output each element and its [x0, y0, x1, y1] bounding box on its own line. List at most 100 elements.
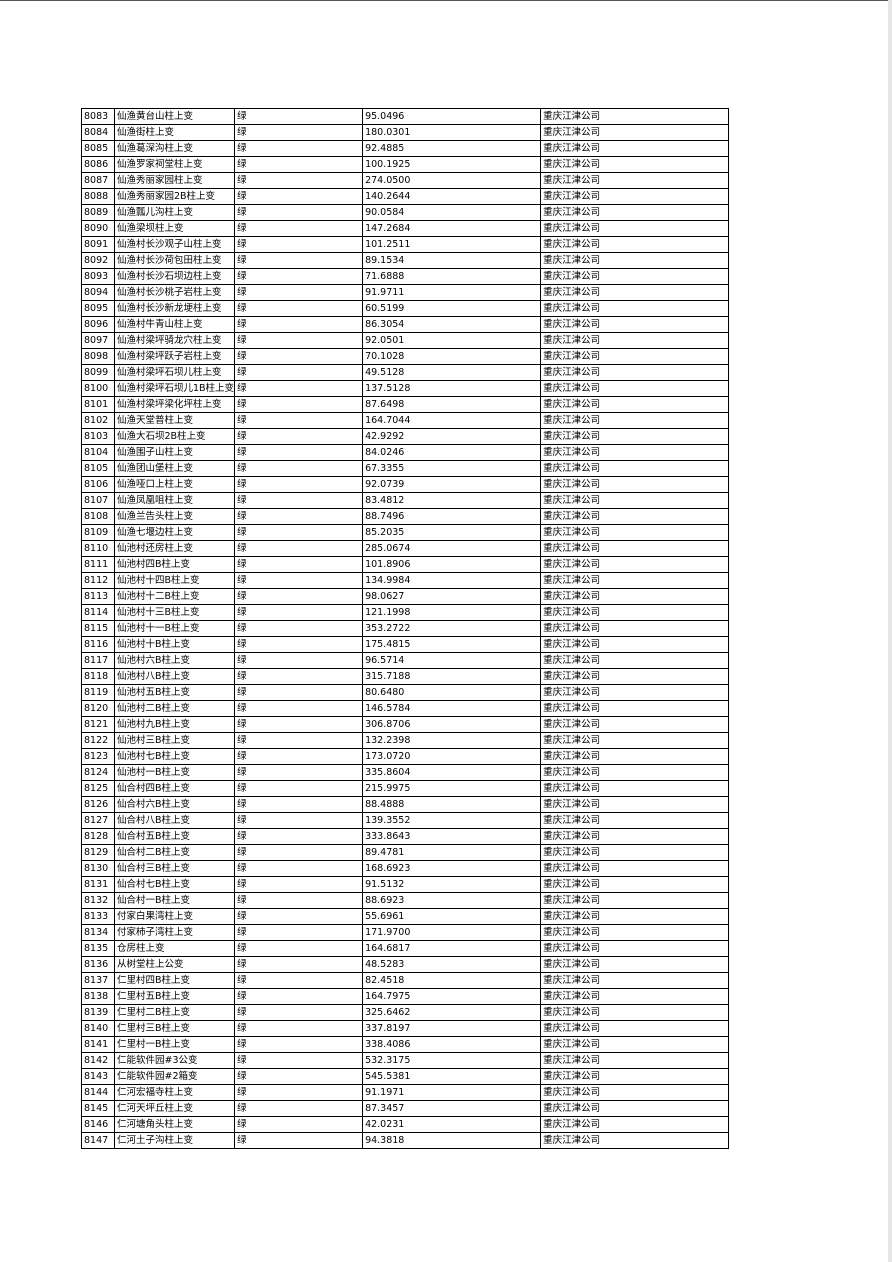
table-row: 8113 仙池村十二B柱上变绿 98.0627 重庆江津公司: [81, 588, 730, 605]
cell-company: 重庆江津公司: [540, 988, 730, 1005]
cell-value: 48.5283: [362, 956, 542, 973]
cell-value: 175.4815: [362, 636, 542, 653]
cell-company: 重庆江津公司: [540, 1004, 730, 1021]
table-row: 8090 仙渔梁坝柱上变绿 147.2684 重庆江津公司: [81, 220, 730, 237]
table-row: 8134 付家柿子湾柱上变绿 171.9700 重庆江津公司: [81, 924, 730, 941]
table-row: 8096 仙渔村牛青山柱上变绿 86.3054 重庆江津公司: [81, 316, 730, 333]
cell-name: 仙池村九B柱上变: [113, 716, 236, 733]
cell-name: 仙渔天堂普柱上变: [113, 412, 236, 429]
cell-company: 重庆江津公司: [540, 508, 730, 525]
cell-company: 重庆江津公司: [540, 412, 730, 429]
cell-status: 绿: [234, 204, 364, 221]
cell-status: 绿: [234, 316, 364, 333]
cell-value: 60.5199: [362, 300, 542, 317]
cell-value: 88.6923: [362, 892, 542, 909]
cell-company: 重庆江津公司: [540, 1132, 730, 1149]
cell-value: 89.1534: [362, 252, 542, 269]
cell-status: 绿: [234, 460, 364, 477]
cell-id: 8112: [81, 572, 115, 589]
cell-id: 8134: [81, 924, 115, 941]
table-row: 8128 仙合村五B柱上变绿 333.8643 重庆江津公司: [81, 828, 730, 845]
cell-id: 8147: [81, 1132, 115, 1149]
table-row: 8146 仁河塘角头柱上变绿 42.0231 重庆江津公司: [81, 1116, 730, 1133]
table-row: 8120 仙池村二B柱上变绿 146.5784 重庆江津公司: [81, 700, 730, 717]
table-row: 8094 仙渔村长沙桃子岩柱上变绿 91.9711 重庆江津公司: [81, 284, 730, 301]
cell-value: 335.8604: [362, 764, 542, 781]
table-row: 8142 仁能软件园#3公变绿 532.3175 重庆江津公司: [81, 1052, 730, 1069]
cell-value: 92.0739: [362, 476, 542, 493]
cell-value: 90.0584: [362, 204, 542, 221]
cell-company: 重庆江津公司: [540, 636, 730, 653]
cell-company: 重庆江津公司: [540, 796, 730, 813]
cell-status: 绿: [234, 492, 364, 509]
cell-company: 重庆江津公司: [540, 332, 730, 349]
table-row: 8093 仙渔村长沙石坝边柱上变绿 71.6888 重庆江津公司: [81, 268, 730, 285]
cell-id: 8083: [81, 108, 115, 125]
cell-value: 164.7975: [362, 988, 542, 1005]
cell-value: 42.0231: [362, 1116, 542, 1133]
table-row: 8091 仙渔村长沙观子山柱上变绿 101.2511 重庆江津公司: [81, 236, 730, 253]
cell-name: 仙池村二B柱上变: [113, 700, 236, 717]
cell-value: 134.9984: [362, 572, 542, 589]
table-row: 8112 仙池村十四B柱上变绿 134.9984 重庆江津公司: [81, 572, 730, 589]
cell-id: 8145: [81, 1100, 115, 1117]
cell-status: 绿: [234, 876, 364, 893]
cell-company: 重庆江津公司: [540, 156, 730, 173]
cell-value: 337.8197: [362, 1020, 542, 1037]
cell-company: 重庆江津公司: [540, 284, 730, 301]
table-row: 8135 仓房柱上变绿 164.6817 重庆江津公司: [81, 940, 730, 957]
cell-value: 353.2722: [362, 620, 542, 637]
cell-status: 绿: [234, 172, 364, 189]
cell-company: 重庆江津公司: [540, 860, 730, 877]
cell-company: 重庆江津公司: [540, 620, 730, 637]
cell-status: 绿: [234, 220, 364, 237]
table-row: 8132 仙合村一B柱上变绿 88.6923 重庆江津公司: [81, 892, 730, 909]
cell-name: 仙池村还房柱上变: [113, 540, 236, 557]
cell-value: 87.6498: [362, 396, 542, 413]
cell-id: 8129: [81, 844, 115, 861]
cell-status: 绿: [234, 636, 364, 653]
cell-value: 98.0627: [362, 588, 542, 605]
cell-id: 8133: [81, 908, 115, 925]
cell-id: 8117: [81, 652, 115, 669]
cell-value: 100.1925: [362, 156, 542, 173]
cell-status: 绿: [234, 764, 364, 781]
cell-status: 绿: [234, 140, 364, 157]
cell-status: 绿: [234, 524, 364, 541]
table-row: 8110 仙池村还房柱上变绿 285.0674 重庆江津公司: [81, 540, 730, 557]
cell-value: 84.0246: [362, 444, 542, 461]
cell-name: 仙池村十B柱上变: [113, 636, 236, 653]
cell-name: 仁河天坪丘柱上变: [113, 1100, 236, 1117]
cell-id: 8126: [81, 796, 115, 813]
cell-id: 8110: [81, 540, 115, 557]
cell-id: 8103: [81, 428, 115, 445]
cell-company: 重庆江津公司: [540, 876, 730, 893]
cell-status: 绿: [234, 828, 364, 845]
table-row: 8085 仙渔葛深沟柱上变绿 92.4885 重庆江津公司: [81, 140, 730, 157]
table-row: 8127 仙合村八B柱上变绿 139.3552 重庆江津公司: [81, 812, 730, 829]
cell-id: 8127: [81, 812, 115, 829]
cell-value: 147.2684: [362, 220, 542, 237]
cell-company: 重庆江津公司: [540, 924, 730, 941]
cell-id: 8114: [81, 604, 115, 621]
cell-name: 仙渔村梁坪跃子岩柱上变: [113, 348, 236, 365]
table-row: 8137 仁里村四B柱上变绿 82.4518 重庆江津公司: [81, 972, 730, 989]
cell-name: 仙渔大石坝2B柱上变: [113, 428, 236, 445]
cell-status: 绿: [234, 1084, 364, 1101]
cell-value: 140.2644: [362, 188, 542, 205]
cell-id: 8131: [81, 876, 115, 893]
cell-id: 8090: [81, 220, 115, 237]
cell-value: 306.8706: [362, 716, 542, 733]
table-row: 8138 仁里村五B柱上变绿 164.7975 重庆江津公司: [81, 988, 730, 1005]
cell-name: 仙合村七B柱上变: [113, 876, 236, 893]
cell-name: 仁河塘角头柱上变: [113, 1116, 236, 1133]
table-row: 8109 仙渔七堰边柱上变绿 85.2035 重庆江津公司: [81, 524, 730, 541]
cell-status: 绿: [234, 780, 364, 797]
cell-value: 333.8643: [362, 828, 542, 845]
cell-id: 8087: [81, 172, 115, 189]
table-row: 8087 仙渔秀丽家园柱上变绿 274.0500 重庆江津公司: [81, 172, 730, 189]
table-row: 8119 仙池村五B柱上变绿 80.6480 重庆江津公司: [81, 684, 730, 701]
cell-name: 仙合村五B柱上变: [113, 828, 236, 845]
cell-id: 8118: [81, 668, 115, 685]
page-top-border: [0, 0, 892, 1]
